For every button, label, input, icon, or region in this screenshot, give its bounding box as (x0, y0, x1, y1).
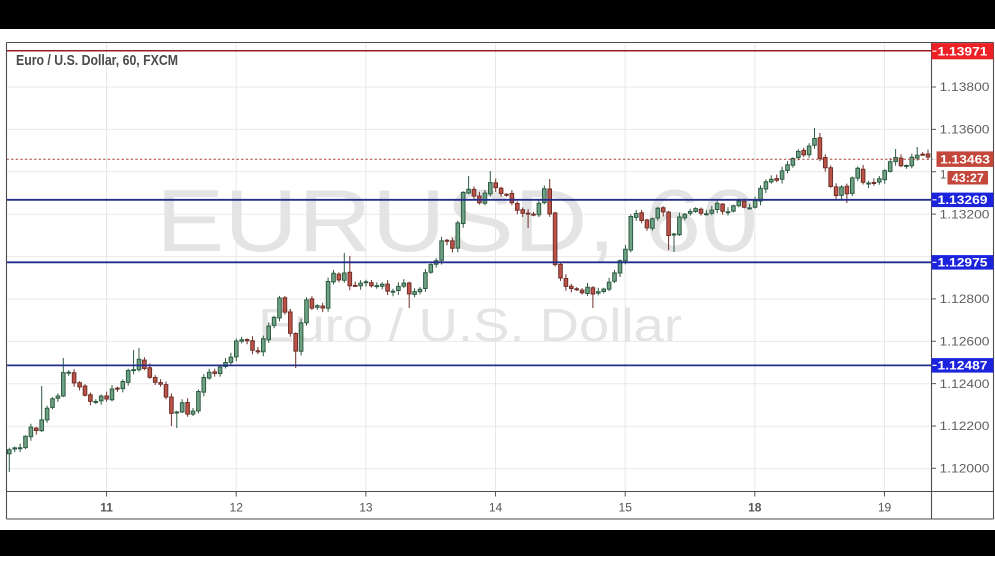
svg-text:1.13800: 1.13800 (940, 82, 990, 94)
svg-text:11: 11 (100, 501, 113, 515)
svg-text:1.12487: 1.12487 (938, 359, 988, 373)
svg-text:1.12800: 1.12800 (940, 294, 990, 306)
svg-text:1.13269: 1.13269 (938, 193, 988, 207)
svg-text:12: 12 (230, 501, 244, 515)
svg-text:14: 14 (489, 501, 503, 515)
svg-text:1.13971: 1.13971 (938, 44, 988, 58)
svg-text:1.12400: 1.12400 (940, 379, 990, 391)
svg-text:19: 19 (878, 501, 892, 515)
svg-text:15: 15 (619, 501, 633, 515)
svg-text:1.13200: 1.13200 (940, 209, 990, 221)
svg-text:Euro / U.S. Dollar, 60, FXCM: Euro / U.S. Dollar, 60, FXCM (16, 52, 178, 69)
svg-text:13: 13 (359, 501, 373, 515)
svg-text:1.13463: 1.13463 (940, 152, 990, 166)
svg-text:1.12975: 1.12975 (938, 256, 988, 270)
svg-text:18: 18 (748, 501, 762, 515)
svg-text:1.: 1. (940, 169, 950, 181)
svg-text:1.12200: 1.12200 (940, 421, 990, 433)
svg-text:1.12600: 1.12600 (940, 336, 990, 348)
svg-text:1.12000: 1.12000 (940, 464, 990, 476)
svg-text:43:27: 43:27 (952, 171, 984, 185)
svg-text:1.13600: 1.13600 (940, 125, 990, 137)
